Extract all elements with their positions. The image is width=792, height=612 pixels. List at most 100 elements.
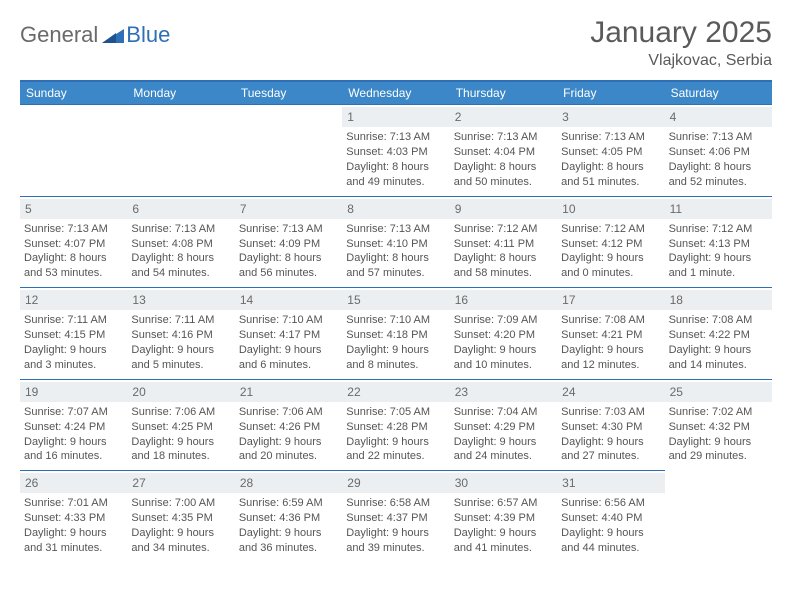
day-cell: 11Sunrise: 7:12 AMSunset: 4:13 PMDayligh… [665,196,772,288]
day-sunrise: Sunrise: 7:13 AM [561,130,660,145]
day-sunset: Sunset: 4:07 PM [24,237,123,252]
day-dl1: Daylight: 8 hours [346,160,445,175]
day-dl2: and 20 minutes. [239,449,338,464]
calendar-grid: SundayMondayTuesdayWednesdayThursdayFrid… [20,80,772,562]
day-number: 25 [665,382,772,402]
day-dl1: Daylight: 9 hours [561,251,660,266]
day-cell: 16Sunrise: 7:09 AMSunset: 4:20 PMDayligh… [450,287,557,379]
day-number: 6 [127,199,234,219]
day-sunrise: Sunrise: 7:13 AM [131,222,230,237]
day-cell: 6Sunrise: 7:13 AMSunset: 4:08 PMDaylight… [127,196,234,288]
day-dl2: and 54 minutes. [131,266,230,281]
day-number: 3 [557,107,664,127]
day-dl2: and 29 minutes. [669,449,768,464]
day-number: 17 [557,290,664,310]
day-sunset: Sunset: 4:35 PM [131,511,230,526]
day-dl2: and 56 minutes. [239,266,338,281]
day-number: 1 [342,107,449,127]
day-number: 28 [235,473,342,493]
day-sunset: Sunset: 4:10 PM [346,237,445,252]
day-header: Friday [557,82,664,104]
day-dl2: and 50 minutes. [454,175,553,190]
day-header: Sunday [20,82,127,104]
day-sunset: Sunset: 4:37 PM [346,511,445,526]
empty-cell [20,104,127,196]
day-dl2: and 24 minutes. [454,449,553,464]
day-header: Saturday [665,82,772,104]
day-sunrise: Sunrise: 7:13 AM [24,222,123,237]
day-dl1: Daylight: 9 hours [346,526,445,541]
day-cell: 29 Sunrise: 6:58 AMSunset: 4:37 PMDayligh… [342,470,449,562]
day-sunrise: Sunrise: 7:09 AM [454,313,553,328]
day-sunrise: Sunrise: 7:01 AM [24,496,123,511]
day-sunrise: Sunrise: 7:04 AM [454,405,553,420]
day-number: 26 [20,473,127,493]
day-sunrise: Sunrise: 7:02 AM [669,405,768,420]
day-dl2: and 12 minutes. [561,358,660,373]
day-sunrise: Sunrise: 7:13 AM [239,222,338,237]
day-cell: 8Sunrise: 7:13 AMSunset: 4:10 PMDaylight… [342,196,449,288]
day-sunset: Sunset: 4:06 PM [669,145,768,160]
day-cell: 30Sunrise: 6:57 AMSunset: 4:39 PMDayligh… [450,470,557,562]
day-sunrise: Sunrise: 6:56 AM [561,496,660,511]
day-cell: 24Sunrise: 7:03 AMSunset: 4:30 PMDayligh… [557,379,664,471]
day-sunset: Sunset: 4:15 PM [24,328,123,343]
day-number: 4 [665,107,772,127]
day-cell: 19Sunrise: 7:07 AMSunset: 4:24 PMDayligh… [20,379,127,471]
day-cell: 14Sunrise: 7:10 AMSunset: 4:17 PMDayligh… [235,287,342,379]
day-number: 30 [450,473,557,493]
day-dl1: Daylight: 8 hours [24,251,123,266]
day-dl1: Daylight: 9 hours [131,435,230,450]
day-sunrise: Sunrise: 7:12 AM [669,222,768,237]
day-cell: 25Sunrise: 7:02 AMSunset: 4:32 PMDayligh… [665,379,772,471]
day-sunset: Sunset: 4:25 PM [131,420,230,435]
day-cell: 4Sunrise: 7:13 AMSunset: 4:06 PMDaylight… [665,104,772,196]
empty-cell [235,104,342,196]
title-block: January 2025 Vlajkovac, Serbia [590,16,772,70]
day-number: 16 [450,290,557,310]
day-sunrise: Sunrise: 7:00 AM [131,496,230,511]
day-dl1: Daylight: 9 hours [454,435,553,450]
day-sunset: Sunset: 4:36 PM [239,511,338,526]
day-cell: 10Sunrise: 7:12 AMSunset: 4:12 PMDayligh… [557,196,664,288]
day-number: 7 [235,199,342,219]
day-dl2: and 14 minutes. [669,358,768,373]
day-dl1: Daylight: 8 hours [346,251,445,266]
day-cell: 2Sunrise: 7:13 AMSunset: 4:04 PMDaylight… [450,104,557,196]
day-sunset: Sunset: 4:12 PM [561,237,660,252]
day-sunrise: Sunrise: 7:13 AM [346,222,445,237]
day-sunset: Sunset: 4:40 PM [561,511,660,526]
day-sunset: Sunset: 4:29 PM [454,420,553,435]
day-sunrise: Sunrise: 7:12 AM [561,222,660,237]
day-dl2: and 16 minutes. [24,449,123,464]
day-sunrise: Sunrise: 6:57 AM [454,496,553,511]
day-cell: 31Sunrise: 6:56 AMSunset: 4:40 PMDayligh… [557,470,664,562]
day-number: 31 [557,473,664,493]
day-dl2: and 52 minutes. [669,175,768,190]
day-number: 24 [557,382,664,402]
day-dl2: and 5 minutes. [131,358,230,373]
header: General Blue January 2025 Vlajkovac, Ser… [20,16,772,70]
day-sunrise: Sunrise: 6:58 AM [346,496,445,511]
day-sunset: Sunset: 4:16 PM [131,328,230,343]
day-sunrise: Sunrise: 7:11 AM [24,313,123,328]
day-number: 14 [235,290,342,310]
logo-triangle-icon [102,27,124,43]
day-sunset: Sunset: 4:04 PM [454,145,553,160]
day-dl1: Daylight: 8 hours [561,160,660,175]
day-sunset: Sunset: 4:17 PM [239,328,338,343]
day-cell: 28Sunrise: 6:59 AMSunset: 4:36 PMDayligh… [235,470,342,562]
day-number: 27 [127,473,234,493]
day-sunset: Sunset: 4:33 PM [24,511,123,526]
day-dl1: Daylight: 9 hours [669,343,768,358]
day-number: 2 [450,107,557,127]
day-dl2: and 44 minutes. [561,541,660,556]
logo-text-general: General [20,22,98,48]
day-sunset: Sunset: 4:18 PM [346,328,445,343]
day-dl2: and 18 minutes. [131,449,230,464]
day-number: 29 [342,473,449,493]
day-cell: 3Sunrise: 7:13 AMSunset: 4:05 PMDaylight… [557,104,664,196]
day-dl2: and 6 minutes. [239,358,338,373]
day-sunrise: Sunrise: 7:05 AM [346,405,445,420]
day-dl1: Daylight: 8 hours [131,251,230,266]
